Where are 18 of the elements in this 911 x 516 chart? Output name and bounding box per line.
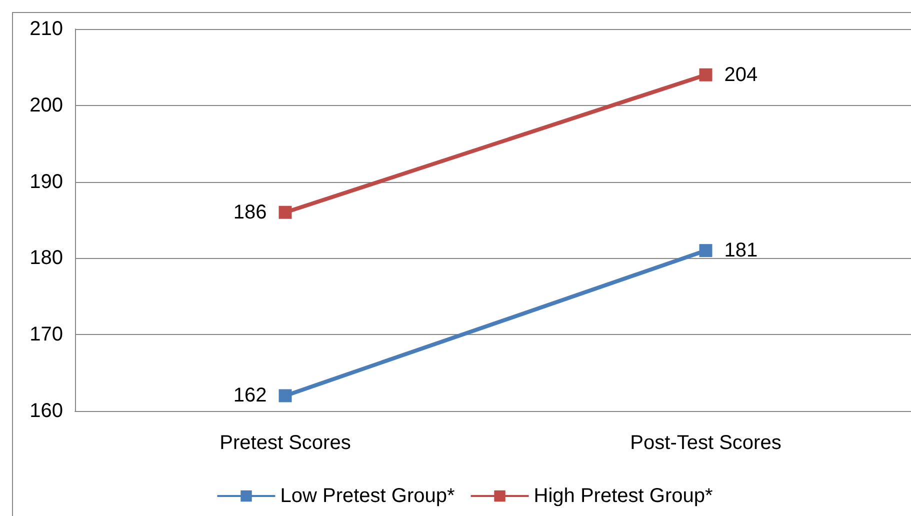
y-tick-label: 160 (30, 400, 63, 422)
legend-label: Low Pretest Group* (280, 485, 455, 507)
y-tick-label: 200 (30, 94, 63, 116)
data-label: 204 (724, 64, 758, 86)
y-tick-label: 180 (30, 247, 63, 270)
x-tick-label: Pretest Scores (220, 432, 351, 454)
y-tick-label: 170 (30, 324, 63, 346)
legend-label: High Pretest Group* (534, 485, 713, 507)
data-label: 186 (233, 201, 267, 224)
x-tick-label: Post-Test Scores (630, 432, 782, 454)
data-label: 181 (724, 240, 758, 262)
y-tick-label: 190 (30, 170, 63, 193)
point (278, 206, 292, 219)
point (278, 389, 292, 402)
y-tick-label: 210 (30, 18, 63, 40)
data-label: 162 (233, 384, 267, 407)
point (699, 244, 712, 258)
point (699, 68, 712, 82)
